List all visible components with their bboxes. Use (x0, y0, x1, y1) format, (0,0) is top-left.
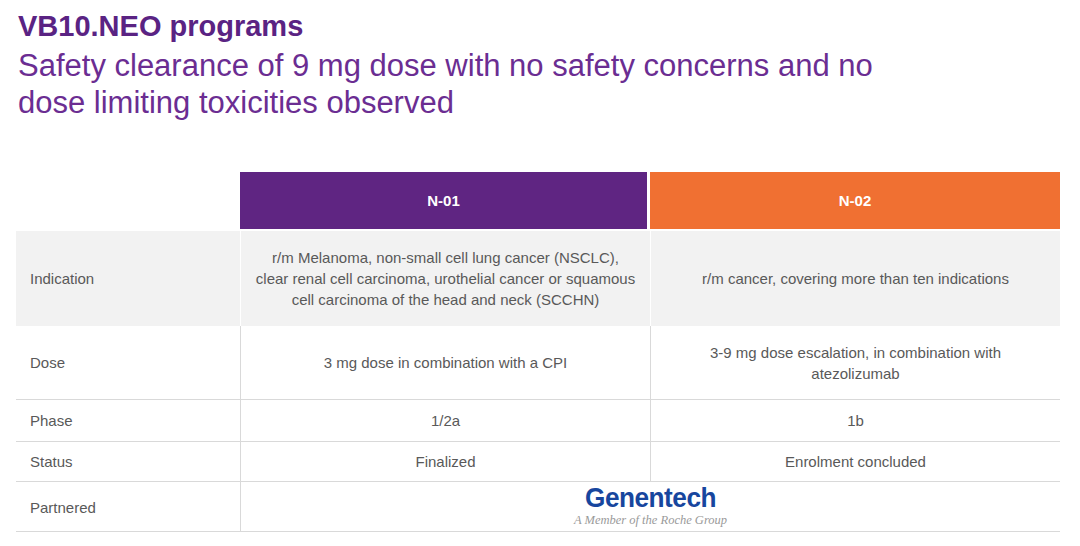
column-header-n01: N-01 (240, 172, 647, 229)
table-row-status: Status Finalized Enrolment concluded (16, 442, 1060, 482)
row-label-status: Status (16, 442, 240, 481)
phase-n02-value: 1b (650, 400, 1060, 441)
row-label-indication: Indication (16, 231, 240, 326)
table-row-dose: Dose 3 mg dose in combination with a CPI… (16, 326, 1060, 400)
subtitle-line-2: dose limiting toxicities observed (18, 84, 1072, 121)
indication-n01-value: r/m Melanoma, non-small cell lung cancer… (240, 231, 650, 326)
header-spacer-cell (16, 172, 240, 229)
genentech-logo: Genentech (585, 484, 716, 512)
status-n02-value: Enrolment concluded (650, 442, 1060, 481)
phase-n01-value: 1/2a (240, 400, 650, 441)
row-label-phase: Phase (16, 400, 240, 441)
page-title: VB10.NEO programs (18, 8, 1072, 44)
table-row-partnered: Partnered Genentech A Member of the Roch… (16, 482, 1060, 532)
table-row-indication: Indication r/m Melanoma, non-small cell … (16, 231, 1060, 326)
column-header-n02: N-02 (650, 172, 1060, 229)
partner-cell: Genentech A Member of the Roche Group (240, 482, 1060, 532)
page-subtitle: Safety clearance of 9 mg dose with no sa… (18, 47, 1072, 121)
indication-n02-value: r/m cancer, covering more than ten indic… (650, 231, 1060, 326)
row-label-partnered: Partnered (16, 482, 240, 532)
row-label-dose: Dose (16, 326, 240, 399)
table-row-phase: Phase 1/2a 1b (16, 400, 1060, 442)
status-n01-value: Finalized (240, 442, 650, 481)
subtitle-line-1: Safety clearance of 9 mg dose with no sa… (18, 47, 1072, 84)
dose-n02-value: 3-9 mg dose escalation, in combination w… (650, 326, 1060, 399)
slide-heading: VB10.NEO programs Safety clearance of 9 … (18, 8, 1072, 121)
dose-n01-value: 3 mg dose in combination with a CPI (240, 326, 650, 399)
programs-table: N-01 N-02 Indication r/m Melanoma, non-s… (16, 172, 1060, 532)
table-header-row: N-01 N-02 (16, 172, 1060, 229)
genentech-tagline: A Member of the Roche Group (574, 513, 727, 528)
slide: VB10.NEO programs Safety clearance of 9 … (0, 0, 1080, 546)
